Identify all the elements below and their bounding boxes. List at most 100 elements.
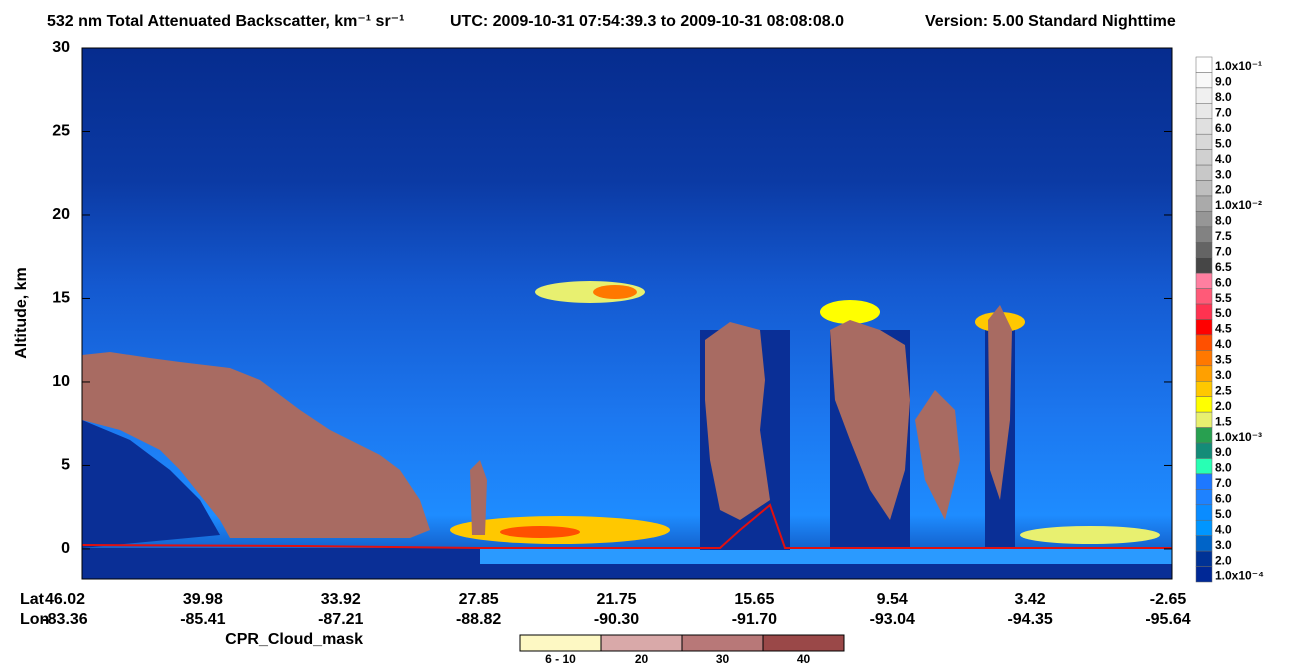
colorbar-swatch bbox=[1195, 288, 1213, 305]
cirrus bbox=[820, 300, 880, 324]
y-tick-label: 0 bbox=[61, 540, 70, 557]
colorbar-label: 1.5 bbox=[1215, 414, 1232, 428]
colorbar-label: 5.5 bbox=[1215, 291, 1232, 305]
cloud-mask-label: 6 - 10 bbox=[545, 652, 576, 666]
attenuated-region bbox=[82, 420, 220, 548]
colorbar-swatch bbox=[1195, 103, 1213, 120]
colorbar-label: 2.0 bbox=[1215, 183, 1232, 197]
colorbar-swatch bbox=[1195, 257, 1213, 274]
colorbar-swatch bbox=[1195, 149, 1213, 166]
version: Version: 5.00 Standard Nighttime bbox=[925, 13, 1176, 30]
colorbar-label: 8.0 bbox=[1215, 461, 1232, 475]
colorbar-swatch bbox=[1195, 365, 1213, 382]
colorbar-swatch bbox=[1195, 56, 1213, 73]
cloud-mask-swatch bbox=[762, 634, 845, 652]
surface-band bbox=[480, 548, 1172, 564]
colorbar-label: 4.0 bbox=[1215, 152, 1232, 166]
lon-tick-label: -88.82 bbox=[456, 611, 501, 628]
lon-tick-label: -91.70 bbox=[732, 611, 777, 628]
lat-label: Lat bbox=[20, 591, 45, 608]
colorbar-label: 2.0 bbox=[1215, 553, 1232, 567]
cloud-mask-swatch bbox=[519, 634, 602, 652]
cloud bbox=[988, 305, 1012, 500]
colorbar-swatch bbox=[1195, 427, 1213, 444]
lat-tick-label: 39.98 bbox=[183, 591, 223, 608]
y-tick-label: 20 bbox=[52, 206, 70, 223]
colorbar-swatch bbox=[1195, 72, 1213, 89]
colorbar-swatch bbox=[1195, 272, 1213, 289]
colorbar-label: 5.0 bbox=[1215, 136, 1232, 150]
colorbar-swatch bbox=[1195, 195, 1213, 212]
lon-tick-label: -85.41 bbox=[180, 611, 225, 628]
boundary-layer bbox=[1020, 526, 1160, 544]
colorbar-label: 4.0 bbox=[1215, 522, 1232, 536]
colorbar-label: 2.0 bbox=[1215, 399, 1232, 413]
lon-tick-label: -95.64 bbox=[1145, 611, 1190, 628]
colorbar-swatch bbox=[1195, 473, 1213, 490]
cloud-mask-label: 40 bbox=[797, 652, 811, 666]
colorbar-label: 3.0 bbox=[1215, 167, 1232, 181]
colorbar-label: 3.0 bbox=[1215, 368, 1232, 382]
colorbar-label: 3.0 bbox=[1215, 538, 1232, 552]
colorbar-swatch bbox=[1195, 458, 1213, 475]
colorbar-label: 6.5 bbox=[1215, 260, 1232, 274]
cpr-cloud bbox=[82, 305, 1012, 538]
y-tick-label: 10 bbox=[52, 373, 70, 390]
colorbar-swatch bbox=[1195, 319, 1213, 336]
colorbar-label: 9.0 bbox=[1215, 75, 1232, 89]
colorbar-label: 1.0x10⁻⁴ bbox=[1215, 569, 1264, 583]
plot-frame bbox=[81, 47, 1173, 580]
lon-tick-label: -87.21 bbox=[318, 611, 363, 628]
colorbar-swatch bbox=[1195, 411, 1213, 428]
lon-tick-label: -94.35 bbox=[1007, 611, 1052, 628]
lat-tick-label: 21.75 bbox=[596, 591, 636, 608]
lat-tick-label: 33.92 bbox=[321, 591, 361, 608]
chart-title: 532 nm Total Attenuated Backscatter, km⁻… bbox=[47, 13, 404, 30]
colorbar-swatch bbox=[1195, 550, 1213, 567]
colorbar-label: 5.0 bbox=[1215, 507, 1232, 521]
backscatter-image bbox=[81, 47, 1173, 580]
colorbar-label: 7.0 bbox=[1215, 244, 1232, 258]
colorbar-label: 1.0x10⁻² bbox=[1215, 198, 1262, 212]
lat-tick-label: 3.42 bbox=[1015, 591, 1046, 608]
colorbar-swatch bbox=[1195, 519, 1213, 536]
colorbar-label: 2.5 bbox=[1215, 383, 1232, 397]
cirrus bbox=[593, 285, 637, 299]
colorbar-label: 7.0 bbox=[1215, 476, 1232, 490]
cloud-mask-label: 30 bbox=[716, 652, 730, 666]
cloud-mask-label: 20 bbox=[635, 652, 649, 666]
colorbar-swatch bbox=[1195, 442, 1213, 459]
y-tick-label: 25 bbox=[52, 123, 70, 140]
lat-tick-label: 9.54 bbox=[877, 591, 908, 608]
cloud bbox=[470, 460, 487, 535]
y-tick-label: 15 bbox=[52, 290, 70, 307]
colorbar-label: 1.0x10⁻³ bbox=[1215, 430, 1262, 444]
colorbar-swatch bbox=[1195, 164, 1213, 181]
colorbar-swatch bbox=[1195, 87, 1213, 104]
boundary-layer bbox=[500, 526, 580, 538]
colorbar-label: 5.0 bbox=[1215, 306, 1232, 320]
colorbar-swatch bbox=[1195, 226, 1213, 243]
cloud-mask-swatch bbox=[681, 634, 764, 652]
colorbar-label: 6.0 bbox=[1215, 121, 1232, 135]
colorbar-swatch bbox=[1195, 133, 1213, 150]
colorbar-swatch bbox=[1195, 211, 1213, 228]
surface-line bbox=[81, 503, 1172, 549]
lon-tick-label: -90.30 bbox=[594, 611, 639, 628]
lon-label: Lon bbox=[20, 611, 49, 628]
cloud bbox=[82, 352, 430, 538]
lat-tick-label: -2.65 bbox=[1150, 591, 1187, 608]
colorbar-swatch bbox=[1195, 489, 1213, 506]
colorbar-label: 8.0 bbox=[1215, 90, 1232, 104]
colorbar-swatch bbox=[1195, 334, 1213, 351]
lat-tick-label: 15.65 bbox=[734, 591, 774, 608]
colorbar-label: 4.5 bbox=[1215, 322, 1232, 336]
colorbar-swatch bbox=[1195, 396, 1213, 413]
cloud bbox=[830, 320, 910, 520]
cloud bbox=[915, 390, 960, 520]
colorbar-label: 4.0 bbox=[1215, 337, 1232, 351]
lat-tick-label: 27.85 bbox=[459, 591, 499, 608]
colorbar-label: 9.0 bbox=[1215, 445, 1232, 459]
cloud bbox=[705, 322, 770, 520]
colorbar-swatch bbox=[1195, 180, 1213, 197]
